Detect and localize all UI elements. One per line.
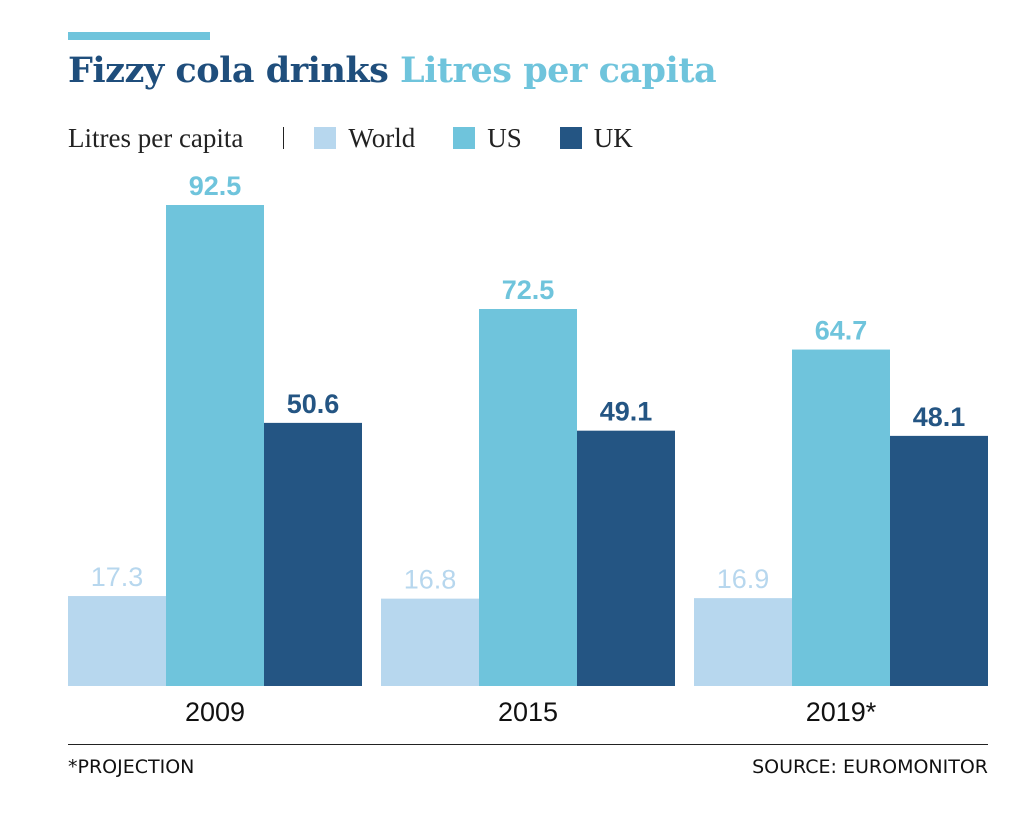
bar-uk-2 [890, 435, 988, 686]
title-sub: Litres per capita [400, 50, 717, 91]
legend-swatch-uk [559, 127, 582, 149]
data-label-world-2: 16.9 [717, 564, 770, 594]
bar-us-1 [479, 309, 577, 686]
legend-item-world: World [314, 123, 415, 154]
legend-item-uk: UK [559, 122, 633, 154]
data-label-uk-1: 49.1 [600, 397, 653, 427]
bar-world-1 [381, 598, 479, 686]
bar-uk-0 [264, 422, 362, 686]
legend-text-us: US [487, 122, 522, 153]
legend-swatch-us [453, 127, 476, 149]
legend: Litres per capita World US UK [68, 120, 671, 156]
legend-item-us: US [453, 123, 522, 154]
x-tick-label-0: 2009 [185, 697, 245, 727]
data-label-uk-0: 50.6 [287, 389, 340, 419]
data-label-world-1: 16.8 [404, 565, 457, 595]
bar-world-2 [694, 598, 792, 686]
legend-label: Litres per capita [68, 122, 244, 153]
bar-us-2 [792, 349, 890, 686]
title-accent-bar [68, 32, 210, 40]
title-main: Fizzy cola drinks [68, 50, 389, 91]
legend-divider [283, 127, 285, 149]
x-tick-label-2: 2019* [806, 697, 877, 727]
data-label-uk-2: 48.1 [913, 402, 966, 432]
source-credit: SOURCE: EUROMONITOR [752, 756, 988, 778]
bar-us-0 [166, 205, 264, 686]
data-label-us-0: 92.5 [189, 171, 242, 201]
footnote: *PROJECTION [68, 756, 195, 778]
x-tick-label-1: 2015 [498, 697, 558, 727]
data-label-us-1: 72.5 [502, 275, 555, 305]
chart-title: Fizzy cola drinks Litres per capita [68, 50, 717, 91]
legend-text-world: World [348, 122, 416, 153]
data-label-world-0: 17.3 [91, 562, 144, 592]
data-label-us-2: 64.7 [815, 316, 868, 346]
legend-swatch-world [314, 127, 337, 149]
footer-divider [68, 744, 988, 745]
bar-world-0 [68, 596, 166, 686]
legend-text-uk: UK [593, 122, 633, 153]
bar-uk-1 [577, 430, 675, 686]
